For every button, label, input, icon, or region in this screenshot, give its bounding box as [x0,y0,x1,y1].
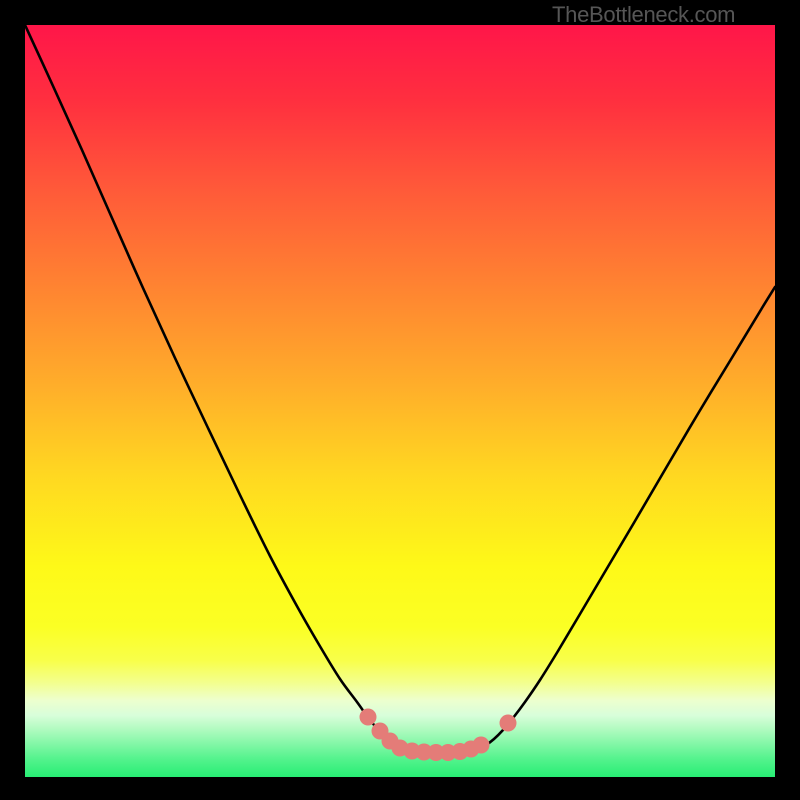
plot-svg [25,25,775,777]
valley-marker-dot [500,715,517,732]
valley-marker-dot [473,737,490,754]
watermark-text: TheBottleneck.com [552,2,735,28]
plot-area [25,25,775,777]
valley-marker-dot [360,709,377,726]
gradient-background [25,25,775,777]
